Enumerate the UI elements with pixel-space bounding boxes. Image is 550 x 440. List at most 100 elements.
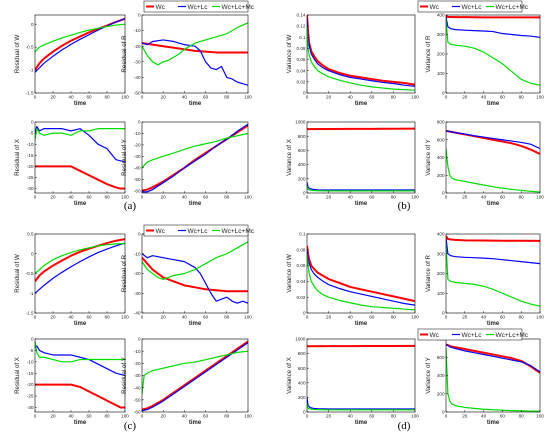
x-tick-label: 0 — [445, 195, 448, 200]
legend-entry: Wc+Lc+Mc — [496, 4, 529, 11]
x-axis-label: time — [189, 201, 202, 207]
series-line — [446, 16, 540, 39]
series-line — [307, 26, 415, 91]
x-tick-label: 20 — [161, 95, 167, 100]
x-tick-label: 80 — [224, 315, 230, 320]
x-tick-label: 100 — [121, 315, 129, 320]
legend-entry: Wc+Lc+Mc — [222, 4, 255, 11]
series-line — [142, 257, 248, 293]
y-tick-label: 400 — [298, 162, 306, 167]
y-tick-label: -40 — [134, 165, 141, 170]
y-tick-label: -20 — [134, 143, 141, 148]
y-tick-label: -60 — [134, 188, 141, 193]
x-tick-label: 20 — [462, 414, 468, 419]
series-line — [142, 39, 248, 86]
y-tick-label: 0 — [31, 22, 34, 27]
series-line — [446, 148, 540, 193]
series-lines — [307, 245, 415, 311]
y-tick-label: 200 — [298, 395, 306, 400]
series-line — [446, 343, 540, 373]
x-tick-label: 40 — [182, 414, 188, 419]
series-line — [142, 132, 248, 169]
plot-area — [35, 234, 125, 313]
y-tick-label: -30 — [134, 373, 141, 378]
series-lines — [307, 344, 415, 411]
legend: Wc Wc+Lc Wc+Lc+Mc — [143, 0, 255, 13]
y-tick-label: -10 — [134, 28, 141, 33]
y-tick-label: -0.5 — [26, 45, 34, 50]
x-axis-label: time — [355, 321, 368, 327]
panel-caption: (c) — [124, 420, 137, 432]
x-tick-label: 100 — [536, 195, 544, 200]
series-lines — [35, 238, 125, 294]
chart-panel: 0 20 40 60 80 100 0 0.02 0.04 0.06 0.08 0.1 time Vari… — [286, 232, 419, 327]
chart-panel: 0 20 40 60 80 100 -60 -50 -40 -30 -20 -10 0 time Resid… — [121, 120, 252, 207]
y-tick-label: 400 — [437, 373, 445, 378]
x-tick-label: 60 — [369, 414, 375, 419]
y-tick-label: -5 — [29, 131, 34, 136]
x-axis-label: time — [355, 420, 368, 426]
x-tick-label: 20 — [326, 195, 332, 200]
x-tick-label: 100 — [244, 315, 252, 320]
axes-frame — [141, 14, 249, 94]
x-tick-label: 80 — [519, 95, 525, 100]
y-tick-label: 200 — [437, 271, 445, 276]
series-lines — [142, 241, 248, 304]
chart-panel: 0 20 40 60 80 100 -50 -40 -30 -20 -10 0 time Residual… — [121, 13, 252, 107]
x-tick-label: 0 — [34, 414, 37, 419]
x-axis-label: time — [355, 201, 368, 207]
legend-entry: Wc — [430, 332, 440, 339]
chart-panel: 0 20 40 60 80 100 -60 -50 -40 -30 -20 -10 0 time Resid… — [121, 337, 252, 426]
y-tick-label: -20 — [134, 44, 141, 49]
series-line — [142, 253, 248, 304]
x-tick-label: 0 — [34, 315, 37, 320]
y-axis-label: Residual of R — [121, 35, 128, 73]
axes-frame — [306, 338, 416, 413]
x-tick-label: 0 — [34, 195, 37, 200]
x-tick-label: 100 — [411, 95, 419, 100]
y-axis-label: Variance of X — [286, 139, 293, 176]
x-tick-label: 100 — [121, 414, 129, 419]
y-tick-label: -20 — [27, 164, 34, 169]
y-tick-label: 0 — [138, 232, 141, 237]
y-tick-label: 0.12 — [297, 24, 306, 29]
y-tick-label: -10 — [27, 142, 34, 147]
x-tick-label: 20 — [326, 414, 332, 419]
y-tick-label: -15 — [27, 153, 34, 158]
x-tick-label: 40 — [348, 195, 354, 200]
series-line — [446, 237, 540, 265]
y-tick-label: -1.5 — [26, 311, 34, 316]
x-tick-label: 60 — [203, 95, 209, 100]
x-tick-label: 0 — [445, 95, 448, 100]
chart-panel: 0 20 40 60 80 100 0 0.02 0.04 0.06 0.08 0.1 0.12 0.14… — [286, 13, 419, 107]
series-line — [35, 383, 125, 409]
y-tick-label: -50 — [134, 397, 141, 402]
y-tick-label: -10 — [27, 359, 34, 364]
series-line — [307, 185, 415, 192]
x-tick-label: 0 — [306, 195, 309, 200]
x-tick-label: 80 — [391, 95, 397, 100]
x-tick-label: 40 — [348, 315, 354, 320]
legend-entry: Wc+Lc+Mc — [496, 332, 529, 339]
x-tick-label: 20 — [50, 414, 56, 419]
series-line — [142, 22, 248, 66]
plot-area — [35, 339, 125, 412]
y-axis-label: Residual of X — [14, 139, 21, 176]
panel-caption: (a) — [124, 200, 137, 212]
x-tick-label: 80 — [519, 195, 525, 200]
chart-panel: 0 20 40 60 80 100 -1.5 -1 -0.5 0 0.5 time Residual o… — [14, 232, 129, 327]
panel-caption: (b) — [398, 200, 411, 212]
x-axis-label: time — [189, 420, 202, 426]
series-line — [142, 350, 248, 394]
series-line — [307, 245, 415, 303]
x-tick-label: 20 — [326, 95, 332, 100]
y-tick-label: -30 — [134, 59, 141, 64]
series-line — [35, 165, 125, 190]
y-tick-label: 0 — [442, 91, 445, 96]
y-tick-label: 0.08 — [297, 247, 306, 252]
x-tick-label: 80 — [391, 315, 397, 320]
legend-entry: Wc+Lc — [462, 332, 483, 339]
y-axis-label: Variance of Y — [425, 139, 432, 176]
y-tick-label: 0 — [303, 311, 306, 316]
y-tick-label: 600 — [437, 355, 445, 360]
